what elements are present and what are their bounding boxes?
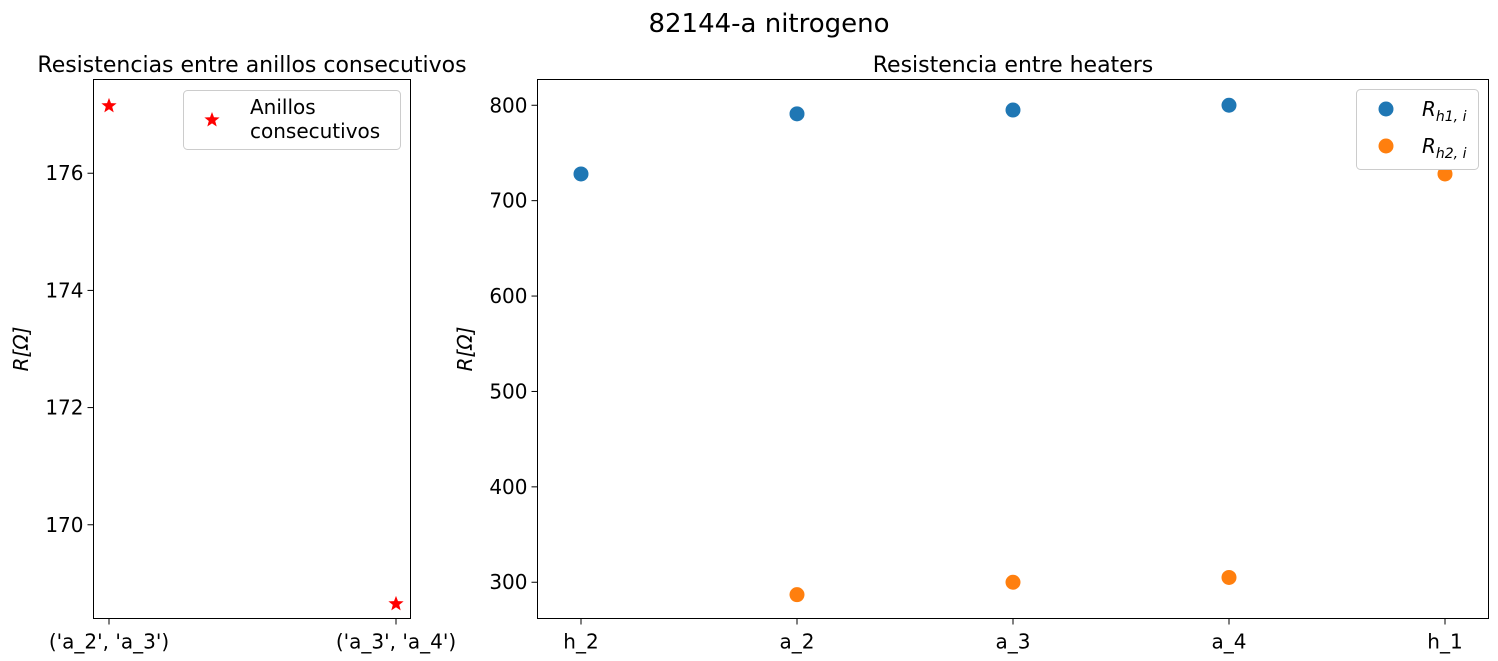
right-point-s1-2 (1005, 574, 1021, 590)
right-point-s1-3 (1221, 569, 1237, 585)
right-y-tick-label-4: 700 (489, 189, 527, 213)
right-x-ticks: h_2 a_2 a_3 a_4 h_1 (563, 618, 1463, 654)
left-y-tick-label-3: 176 (45, 161, 83, 185)
left-y-tick-label-0: 170 (45, 513, 83, 537)
right-point-s1-4 (1437, 166, 1453, 182)
right-legend-label-1: Rh2, i (1422, 134, 1467, 162)
left-point-s0-0 (101, 97, 117, 113)
left-y-ticks: 170 172 174 176 (45, 161, 94, 537)
left-legend-box (183, 90, 401, 150)
left-legend: Anillos consecutivos (183, 90, 401, 150)
left-chart-frame (93, 79, 411, 619)
right-y-axis-label: R[Ω] (453, 327, 477, 372)
left-legend-label: Anillos consecutivos (250, 95, 380, 143)
right-y-tick-label-5: 800 (489, 93, 527, 117)
right-chart: Resistencia entre heaters 300 400 500 600 70… (453, 53, 1489, 654)
left-chart-title: Resistencias entre anillos consecutivos (37, 53, 466, 78)
left-x-ticks: ('a_2', 'a_3') ('a_3', 'a_4') (49, 618, 456, 654)
right-legend-marker-1 (1378, 138, 1394, 154)
left-x-tick-label-0: ('a_2', 'a_3') (49, 630, 169, 654)
right-point-s0-3 (1221, 97, 1237, 113)
right-y-tick-label-1: 400 (489, 475, 527, 499)
left-chart: Resistencias entre anillos consecutivos … (9, 53, 467, 654)
left-legend-marker (204, 112, 220, 127)
right-x-tick-label-1: a_2 (780, 630, 815, 654)
right-y-tick-label-0: 300 (489, 570, 527, 594)
right-data-points (573, 97, 1453, 603)
right-chart-frame (537, 79, 1489, 619)
right-x-tick-label-4: h_1 (1427, 630, 1462, 654)
right-x-tick-label-0: h_2 (563, 630, 598, 654)
right-y-ticks: 300 400 500 600 700 800 (489, 93, 538, 594)
right-point-s1-1 (789, 587, 805, 603)
right-chart-title: Resistencia entre heaters (873, 53, 1153, 78)
right-point-s0-0 (573, 166, 589, 182)
left-y-tick-label-2: 174 (45, 278, 83, 302)
right-y-tick-label-3: 600 (489, 284, 527, 308)
right-legend: Rh1, i Rh2, i (1356, 89, 1479, 170)
right-x-tick-label-3: a_4 (1212, 630, 1247, 654)
left-x-tick-label-1: ('a_3', 'a_4') (336, 630, 456, 654)
right-point-s0-2 (1005, 102, 1021, 118)
left-y-axis-label: R[Ω] (9, 327, 33, 372)
right-legend-label-0: Rh1, i (1422, 97, 1467, 125)
left-point-s0-1 (388, 595, 404, 611)
right-legend-marker-0 (1378, 101, 1394, 117)
left-y-tick-label-1: 172 (45, 396, 83, 420)
right-x-tick-label-2: a_3 (996, 630, 1031, 654)
left-data-points (101, 97, 404, 611)
right-y-tick-label-2: 500 (489, 379, 527, 403)
right-point-s0-1 (789, 106, 805, 122)
figure-title: 82144-a nitrogeno (648, 9, 889, 39)
